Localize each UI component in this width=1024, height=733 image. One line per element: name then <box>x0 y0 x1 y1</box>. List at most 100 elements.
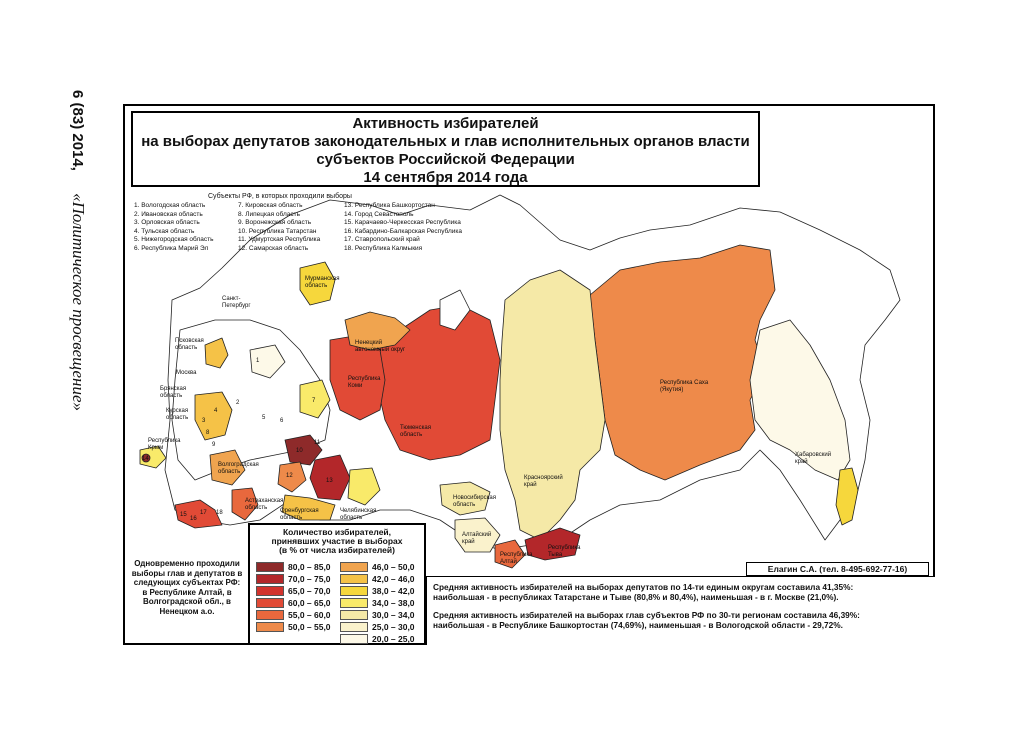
region-kirov <box>299 379 331 419</box>
label-tuva: Республика Тыва <box>548 545 581 558</box>
stats-line: наибольшая - в республиках Татарстане и … <box>433 592 839 602</box>
region-number: 17 <box>200 510 207 516</box>
region-khabarovsk <box>749 319 851 481</box>
legend-item: 25,0 – 30,0 <box>340 621 415 633</box>
legend-range: 34,0 – 38,0 <box>372 598 415 608</box>
legend-swatch <box>340 574 368 584</box>
region-sakhalin <box>835 467 859 526</box>
map-title-line-4: 14 сентября 2014 года <box>363 169 528 186</box>
label-murmansk: Мурманская область <box>305 276 340 289</box>
region-number: 10 <box>296 448 303 454</box>
map-title-line-2: на выборах депутатов законодательных и г… <box>141 133 750 150</box>
legend-item: 70,0 – 75,0 <box>256 573 331 585</box>
region-chelyabinsk <box>347 467 381 506</box>
region-altai-krai <box>454 517 501 553</box>
legend-swatch <box>340 562 368 572</box>
subject-item: 5. Нижегородская область <box>134 236 214 243</box>
region-krasnoyarsk <box>499 269 606 541</box>
subjects-list-col-3: 13. Республика Башкортостан 14. Город Се… <box>344 202 462 253</box>
legend-item: 80,0 – 85,0 <box>256 561 331 573</box>
label-nenets: Ненецкий автономный округ <box>355 340 406 353</box>
legend-item: 50,0 – 55,0 <box>256 621 331 633</box>
subject-item: 14. Город Севастополь <box>344 210 414 218</box>
legend-range: 60,0 – 65,0 <box>288 598 331 608</box>
label-moscow: Москва <box>176 370 197 376</box>
region-murmansk <box>299 261 336 306</box>
legend-range: 38,0 – 42,0 <box>372 586 415 596</box>
label-orenburg: Оренбургская область <box>280 508 319 521</box>
legend-item: 65,0 – 70,0 <box>256 585 331 597</box>
subject-item: 8. Липецкая область <box>238 210 300 218</box>
legend-range: 20,0 – 25,0 <box>372 634 415 644</box>
region-number: 12 <box>286 473 293 479</box>
legend-item: 42,0 – 46,0 <box>340 573 415 585</box>
label-altai-krai: Алтайский край <box>462 532 492 545</box>
subject-item: 1. Вологодская область <box>134 202 206 209</box>
region-number: 2 <box>236 400 240 406</box>
legend-range: 65,0 – 70,0 <box>288 586 331 596</box>
legend-item: 34,0 – 38,0 <box>340 597 415 609</box>
subject-item: 4. Тульская область <box>134 227 195 235</box>
simultaneous-elections-note: Одновременно проходили выборы глав и деп… <box>131 559 243 616</box>
legend-swatch <box>256 622 284 632</box>
region-bashkortostan <box>309 454 351 501</box>
region-sakha <box>589 244 776 481</box>
region-number: 15 <box>180 512 187 518</box>
legend-item: 20,0 – 25,0 <box>340 633 415 645</box>
label-krasnoyarsk: Красноярский край <box>524 475 563 488</box>
label-astrakhan: Астраханская область <box>245 498 284 511</box>
region-number: 14 <box>142 456 149 462</box>
region-number: 1 <box>256 358 260 364</box>
region-number: 18 <box>216 510 223 516</box>
region-number: 4 <box>214 408 218 414</box>
legend-title-line: Количество избирателей, <box>282 527 392 537</box>
subject-item: 7. Кировская область <box>238 202 303 209</box>
stats-line: наибольшая - в Республике Башкортостан (… <box>433 620 843 630</box>
label-sakha: Республика Саха (Якутия) <box>660 380 709 393</box>
stats-governors: Средняя активность избирателей на выбора… <box>433 610 929 630</box>
label-spb: Санкт- Петербург <box>222 296 251 309</box>
region-sevastopol <box>141 453 151 463</box>
legend-title-line: принявших участие в выборах <box>271 536 403 546</box>
legend-item: 46,0 – 50,0 <box>340 561 415 573</box>
legend-range: 46,0 – 50,0 <box>372 562 415 572</box>
stats-line: Средняя активность избирателей на выбора… <box>433 582 854 592</box>
region-pskov <box>204 337 229 369</box>
region-number: 5 <box>262 415 266 421</box>
label-pskov: Псковская область <box>175 338 204 351</box>
legend-range: 80,0 – 85,0 <box>288 562 331 572</box>
region-crimea <box>139 445 167 469</box>
legend-swatch <box>256 610 284 620</box>
region-southwest <box>194 391 233 441</box>
region-nenets <box>344 311 411 351</box>
region-number: 16 <box>190 516 197 522</box>
legend-item: 55,0 – 60,0 <box>256 609 331 621</box>
region-tyumen <box>369 304 501 461</box>
region-altai-rep <box>494 539 526 569</box>
region-number: 9 <box>212 442 216 448</box>
legend-title: Количество избирателей, принявших участи… <box>250 528 424 555</box>
legend-swatch <box>340 598 368 608</box>
region-tuva <box>524 527 581 561</box>
subjects-list-col-1: 1. Вологодская область 2. Ивановская обл… <box>134 202 213 253</box>
subject-item: 11. Удмуртская Республика <box>238 236 321 243</box>
legend-item: 30,0 – 34,0 <box>340 609 415 621</box>
stats-deputies: Средняя активность избирателей на выбора… <box>433 582 929 602</box>
region-vologda <box>249 344 286 379</box>
legend-range: 42,0 – 46,0 <box>372 574 415 584</box>
label-kursk: Курская область <box>166 408 189 421</box>
label-komi: Республика Коми <box>348 376 381 389</box>
legend-column-right: 46,0 – 50,0 42,0 – 46,0 38,0 – 42,0 34,0… <box>340 561 415 645</box>
legend-swatch <box>256 574 284 584</box>
author-credit: Елагин С.А. (тел. 8-495-692-77-16) <box>746 562 929 576</box>
label-novosibirsk: Новосибирская область <box>453 495 496 508</box>
subject-item: 12. Самарская область <box>238 244 309 252</box>
legend-range: 50,0 – 55,0 <box>288 622 331 632</box>
region-number: 6 <box>280 418 284 424</box>
region-volgograd <box>209 449 246 486</box>
region-number: 13 <box>326 478 333 484</box>
subject-item: 2. Ивановская область <box>134 210 203 218</box>
subject-item: 17. Ставропольский край <box>344 236 420 243</box>
legend-range: 55,0 – 60,0 <box>288 610 331 620</box>
subjects-list-col-2: 7. Кировская область 8. Липецкая область… <box>238 202 320 253</box>
